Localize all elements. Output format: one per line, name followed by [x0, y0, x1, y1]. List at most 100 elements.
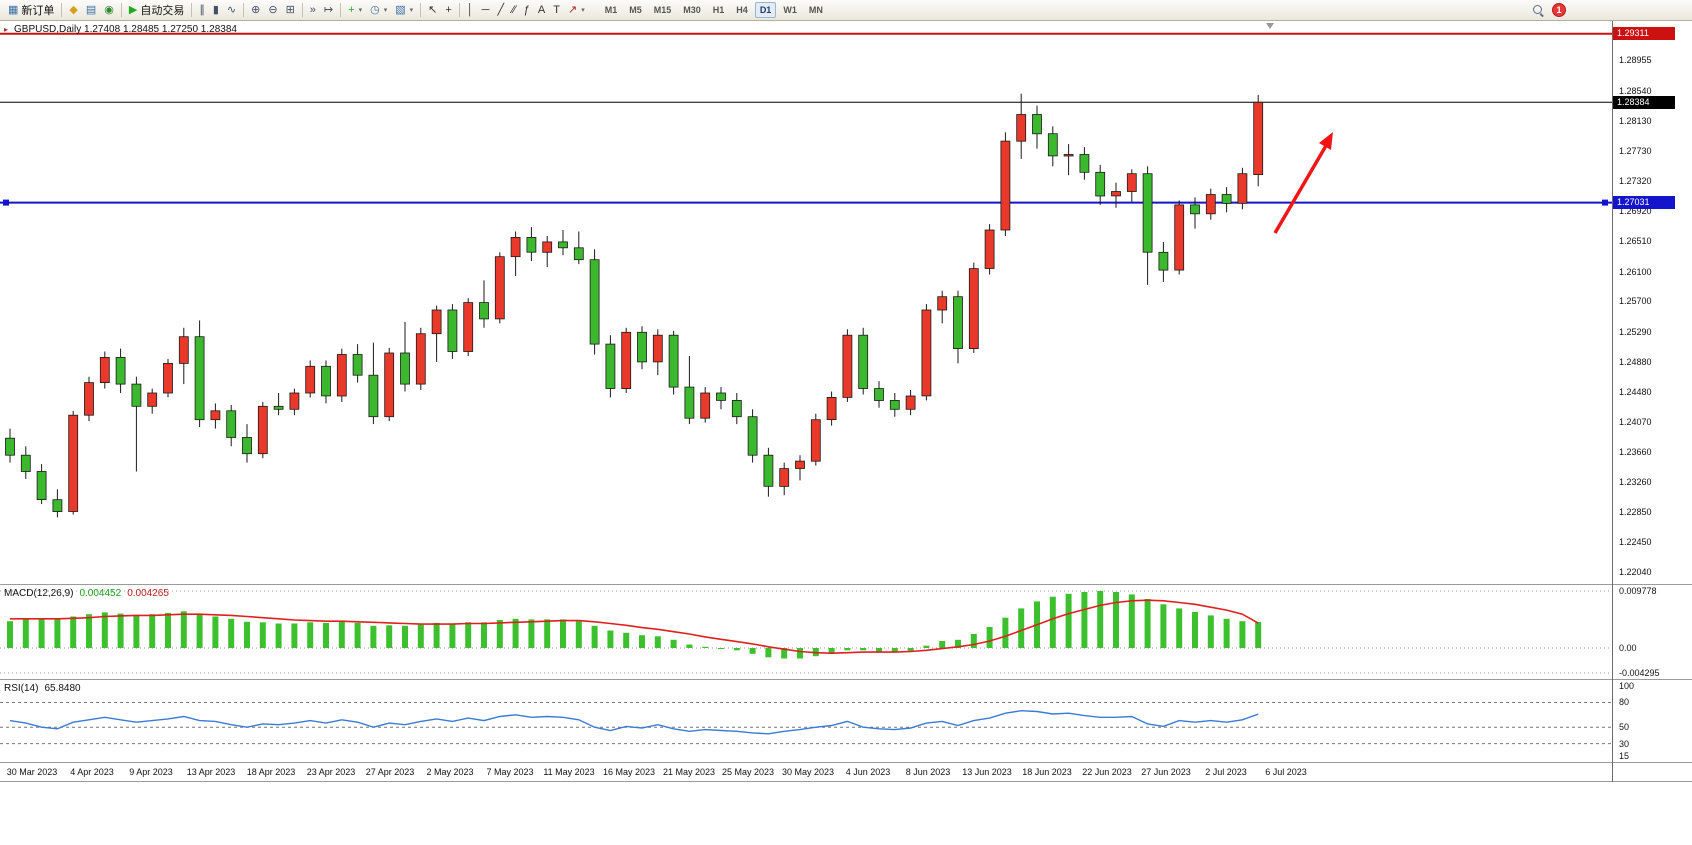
candle	[700, 387, 711, 423]
tile-windows-button[interactable]: ⊞	[282, 2, 299, 19]
trendline-button[interactable]: ╱	[493, 2, 508, 19]
indicators-button[interactable]: + ▾	[344, 2, 366, 19]
line-chart-button[interactable]: ∿	[223, 2, 240, 19]
chevron-down-icon: ▾	[383, 7, 388, 14]
candle	[573, 231, 584, 265]
toolbar-separator	[301, 3, 303, 17]
candle	[842, 329, 853, 402]
cursor-button[interactable]: ↖	[424, 2, 441, 19]
text-button[interactable]: A	[534, 2, 549, 19]
horizontal-line-icon: ─	[481, 3, 490, 16]
timeframe-h4[interactable]: H4	[736, 5, 748, 15]
support-line-handle[interactable]	[1602, 199, 1608, 206]
autotrading-button[interactable]: ▶ 自动交易	[125, 2, 188, 19]
label-button[interactable]: T	[549, 2, 564, 19]
market-watch-button[interactable]: ◆	[65, 2, 81, 19]
candle	[526, 227, 537, 262]
zoom-out-icon: ⊖	[268, 3, 278, 16]
channel-button[interactable]: ∕∕	[508, 2, 520, 19]
price-axis[interactable]: 1.28955 1.28540 1.28130 1.27730 1.27320 1.269…	[1613, 21, 1692, 762]
date-axis[interactable]: 30 Mar 2023 4 Apr 2023 9 Apr 2023 13 Apr 20…	[0, 763, 1612, 781]
periods-button[interactable]: ◷ ▾	[366, 2, 391, 19]
candle	[1063, 144, 1074, 176]
date-axis-label: 2 Jul 2023	[1205, 767, 1247, 777]
candle	[1111, 182, 1121, 208]
timeframe-m30[interactable]: M30	[683, 5, 701, 15]
arrows-icon: ↗	[567, 3, 578, 16]
main-chart-pane[interactable]: ▸ GBPUSD,Daily 1.27408 1.28485 1.27250 1…	[0, 21, 1612, 584]
bar-chart-button[interactable]: ∥	[195, 2, 209, 19]
candle	[921, 304, 932, 401]
data-window-button[interactable]: ▤	[82, 2, 100, 19]
zoom-in-button[interactable]: ⊕	[247, 2, 264, 19]
arrows-button[interactable]: ↗ ▾	[564, 2, 589, 19]
chart-shift-button[interactable]: ↦	[320, 2, 337, 19]
macd-pane[interactable]: MACD(12,26,9) 0.004452 0.004265	[0, 585, 1612, 679]
macd-histogram	[7, 590, 1262, 659]
toolbar-right: 1	[1532, 3, 1566, 17]
macd-axis-label: 0.009778	[1619, 586, 1657, 596]
price-axis-separator	[1612, 21, 1613, 782]
trend-arrow[interactable]	[1273, 132, 1333, 234]
candle	[447, 304, 458, 359]
date-axis-label: 30 May 2023	[781, 767, 835, 777]
support-line-handle[interactable]	[3, 199, 9, 206]
vertical-line-button[interactable]: │	[463, 2, 478, 19]
macd-value-signal: 0.004265	[127, 588, 169, 599]
macd-chart	[0, 590, 1612, 674]
timeframe-m1[interactable]: M1	[604, 5, 618, 15]
crosshair-icon: +	[445, 3, 452, 16]
notification-badge[interactable]: 1	[1552, 3, 1566, 17]
fibonacci-button[interactable]: ƒ	[520, 2, 534, 19]
one-click-trading-icon[interactable]: ▸	[4, 25, 9, 34]
candle	[194, 320, 205, 428]
rsi-axis-label: 30	[1619, 739, 1630, 749]
crosshair-button[interactable]: +	[441, 2, 455, 19]
toolbar-separator	[120, 3, 122, 17]
zoom-out-button[interactable]: ⊖	[264, 2, 281, 19]
date-axis-label: 23 Apr 2023	[306, 767, 356, 777]
new-order-button[interactable]: ▦ 新订单	[4, 2, 58, 19]
navigator-button[interactable]: ◉	[100, 2, 118, 19]
timeframe-m15[interactable]: M15	[653, 5, 672, 15]
auto-scroll-icon: »	[309, 3, 316, 16]
date-axis-label: 16 May 2023	[602, 767, 656, 777]
autotrading-button-label: 自动交易	[140, 5, 185, 17]
candle	[479, 280, 489, 328]
timeframe-m5[interactable]: M5	[629, 5, 642, 15]
candle	[858, 327, 869, 395]
candle	[953, 290, 963, 364]
timeframe-w1[interactable]: W1	[783, 5, 797, 15]
auto-scroll-button[interactable]: »	[306, 2, 320, 19]
candle	[273, 393, 284, 416]
tile-windows-icon: ⊞	[285, 3, 295, 16]
candle	[716, 387, 726, 410]
timeframe-d1[interactable]: D1	[754, 2, 777, 18]
current-price-line-price-tag: 1.28384	[1613, 96, 1675, 109]
timeframe-mn[interactable]: MN	[808, 5, 823, 15]
timeframe-h1[interactable]: H1	[712, 5, 725, 15]
date-axis-label: 25 May 2023	[721, 767, 775, 777]
candlestick-chart	[0, 23, 1612, 518]
candlestick-chart-button[interactable]: ▮	[209, 2, 223, 19]
pane-divider[interactable]	[0, 679, 1692, 680]
trendline-icon: ╱	[497, 3, 505, 16]
templates-button[interactable]: ▧ ▾	[391, 2, 417, 19]
horizontal-line-button[interactable]: ─	[478, 2, 494, 19]
search-icon[interactable]	[1532, 4, 1544, 16]
candle	[463, 298, 474, 356]
indicators-icon: +	[348, 3, 355, 16]
toolbar-buttons: ▦ 新订单 ◆ ▤ ◉ ▶ 自动交易 ∥ ▮ ∿ ⊕ ⊖ ⊞» ↦ + ▾ ◷ ▾ ▧ ▾ ↖ + │ ─ ╱ ∕∕ ƒ A T ↗ ▾	[4, 2, 589, 19]
candle	[684, 356, 695, 425]
candle	[605, 335, 616, 398]
rsi-axis-label: 15	[1619, 751, 1630, 761]
pane-divider[interactable]	[0, 584, 1692, 585]
candle	[1158, 241, 1169, 282]
rsi-pane[interactable]: RSI(14) 65.8480	[0, 680, 1612, 762]
periods-icon: ◷	[370, 3, 380, 16]
candle	[494, 252, 505, 324]
date-axis-label: 7 May 2023	[486, 767, 534, 777]
candle	[36, 464, 47, 505]
candle	[321, 360, 331, 404]
